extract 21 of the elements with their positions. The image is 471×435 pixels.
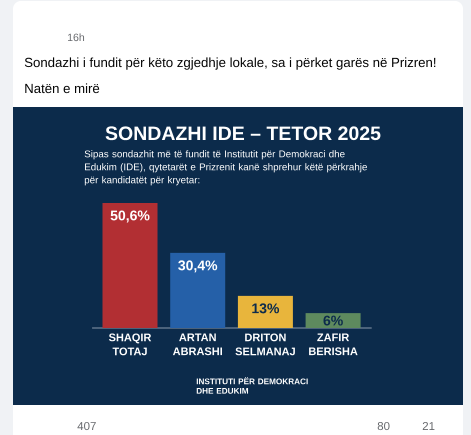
text: Sondazhi i fundit për këto zgjedhje lokale, sa i përket garës në Prizren! <box>24 57 436 70</box>
text: INSTITUTI PËR DEMOKRACI DHE EDUKIM <box>196 377 308 394</box>
text: 80 <box>378 422 390 430</box>
x-tick-label: ARTAN ABRASHI <box>172 334 222 356</box>
x-tick-label: ZAFIR BERISHA <box>309 334 358 356</box>
chart-title: SONDAZHI IDE – TETOR 2025 <box>106 126 380 140</box>
x-tick-label: DRITON SELMANAJ <box>235 334 295 356</box>
bar <box>306 313 361 328</box>
text: 16h <box>68 33 84 42</box>
bar <box>102 202 158 328</box>
text: Natën e mirë <box>25 83 100 94</box>
text: 21 <box>422 422 434 430</box>
bar <box>238 296 293 328</box>
text: 407 <box>77 422 96 430</box>
data-label: 13% <box>252 303 280 314</box>
bar <box>170 252 226 328</box>
chart-subtitle: Sipas sondazhit më të fundit të Institutit për Demokraci dhe Edukim (IDE), qytetarët e Prizrenit kanë shprehur këtë përkrahje për kandidatët për kryetar: <box>84 150 367 186</box>
data-label: 30,4% <box>178 260 218 272</box>
x-tick-label: SHAQIR TOTAJ <box>108 334 152 356</box>
data-label: 6% <box>324 316 343 326</box>
data-label: 50,6% <box>110 210 150 222</box>
